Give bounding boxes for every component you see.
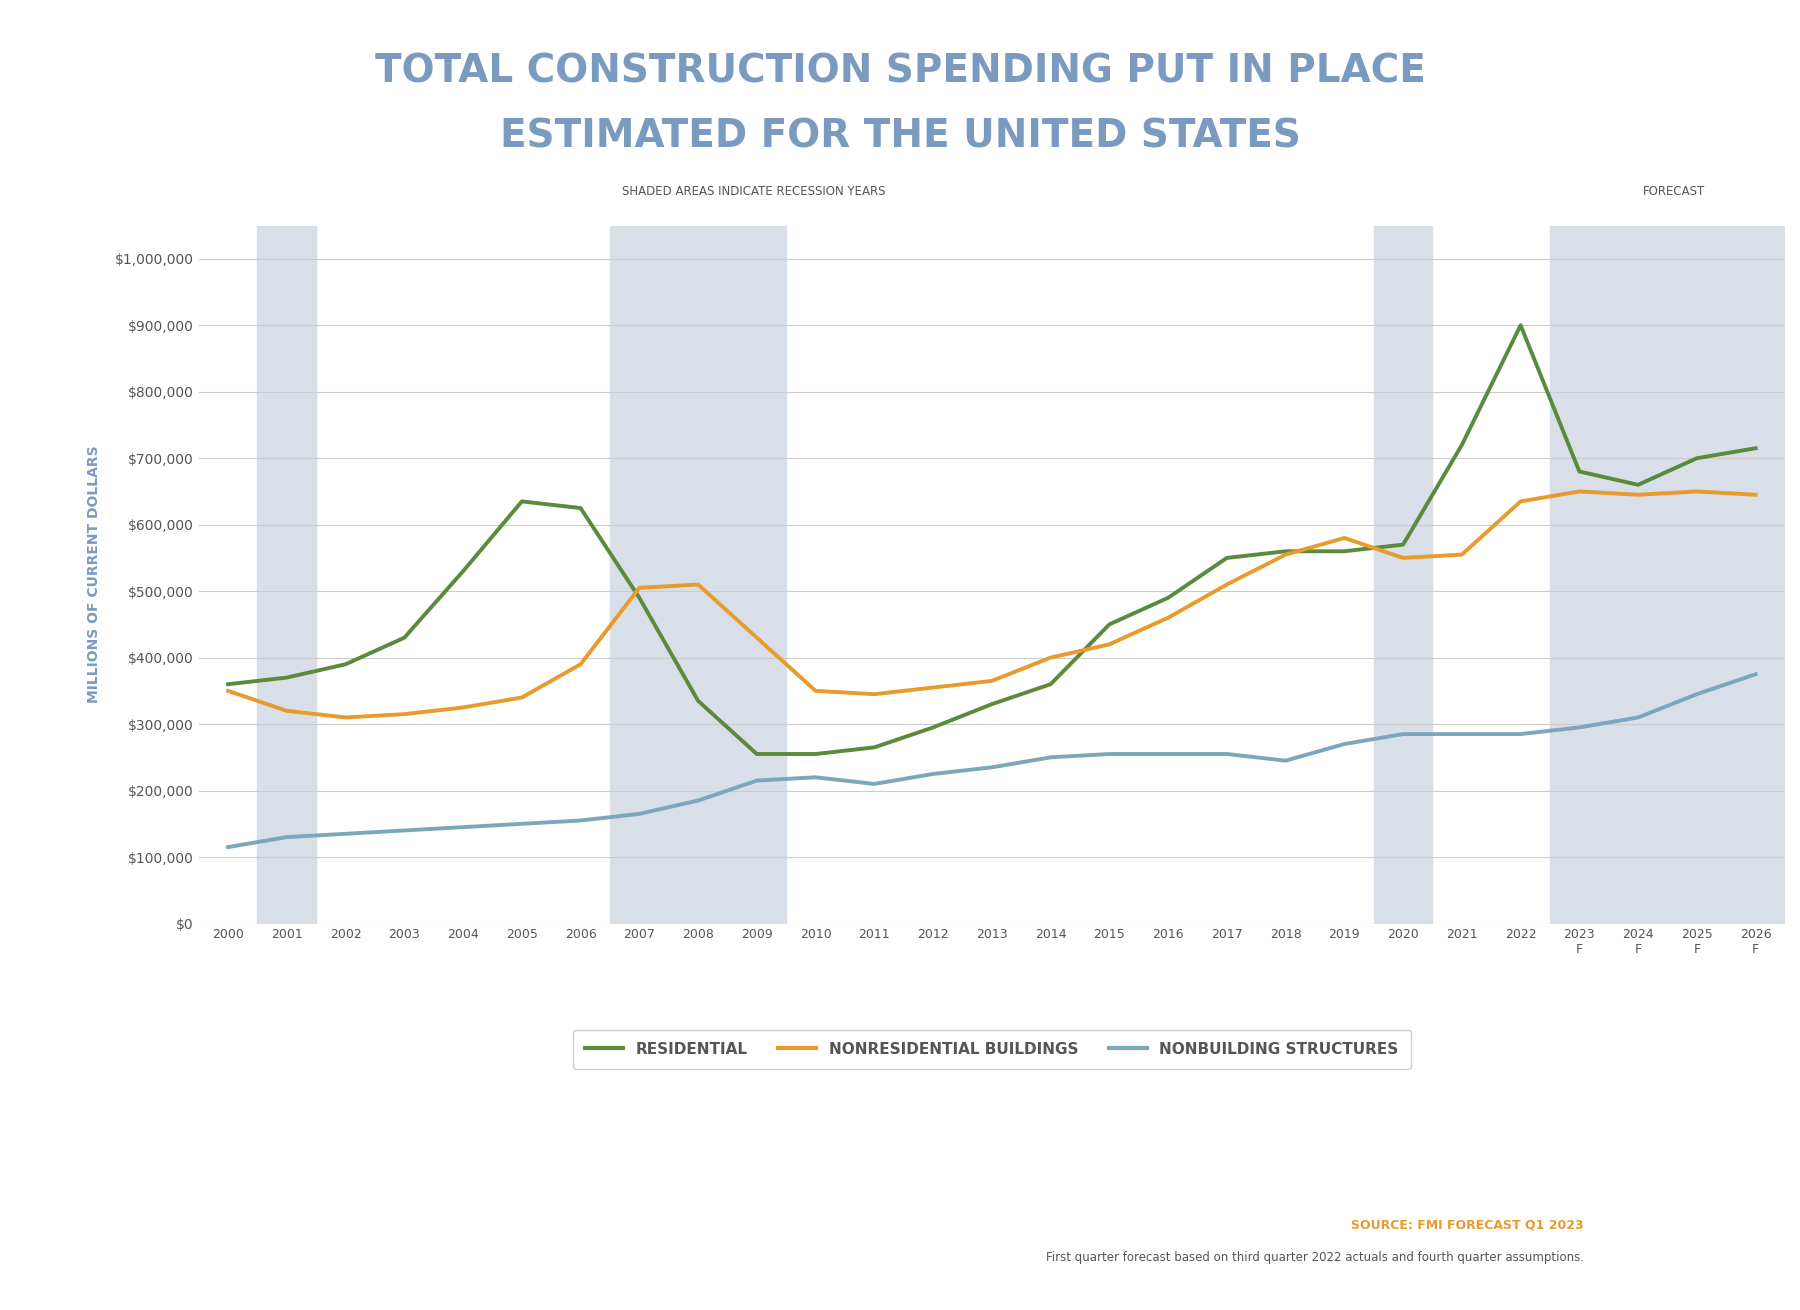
Bar [1373,225,1433,924]
Text: SHADED AREAS INDICATE RECESSION YEARS: SHADED AREAS INDICATE RECESSION YEARS [623,185,886,198]
Bar [1550,225,1786,924]
Text: SOURCE: FMI FORECAST Q1 2023: SOURCE: FMI FORECAST Q1 2023 [1352,1218,1584,1231]
Y-axis label: MILLIONS OF CURRENT DOLLARS: MILLIONS OF CURRENT DOLLARS [86,445,101,703]
Text: FORECAST: FORECAST [1643,185,1705,198]
Legend: RESIDENTIAL, NONRESIDENTIAL BUILDINGS, NONBUILDING STRUCTURES: RESIDENTIAL, NONRESIDENTIAL BUILDINGS, N… [572,1030,1411,1069]
Bar [610,225,787,924]
Text: TOTAL CONSTRUCTION SPENDING PUT IN PLACE: TOTAL CONSTRUCTION SPENDING PUT IN PLACE [374,52,1426,90]
Text: First quarter forecast based on third quarter 2022 actuals and fourth quarter as: First quarter forecast based on third qu… [1046,1251,1584,1264]
Bar [257,225,317,924]
Text: ESTIMATED FOR THE UNITED STATES: ESTIMATED FOR THE UNITED STATES [500,118,1300,156]
